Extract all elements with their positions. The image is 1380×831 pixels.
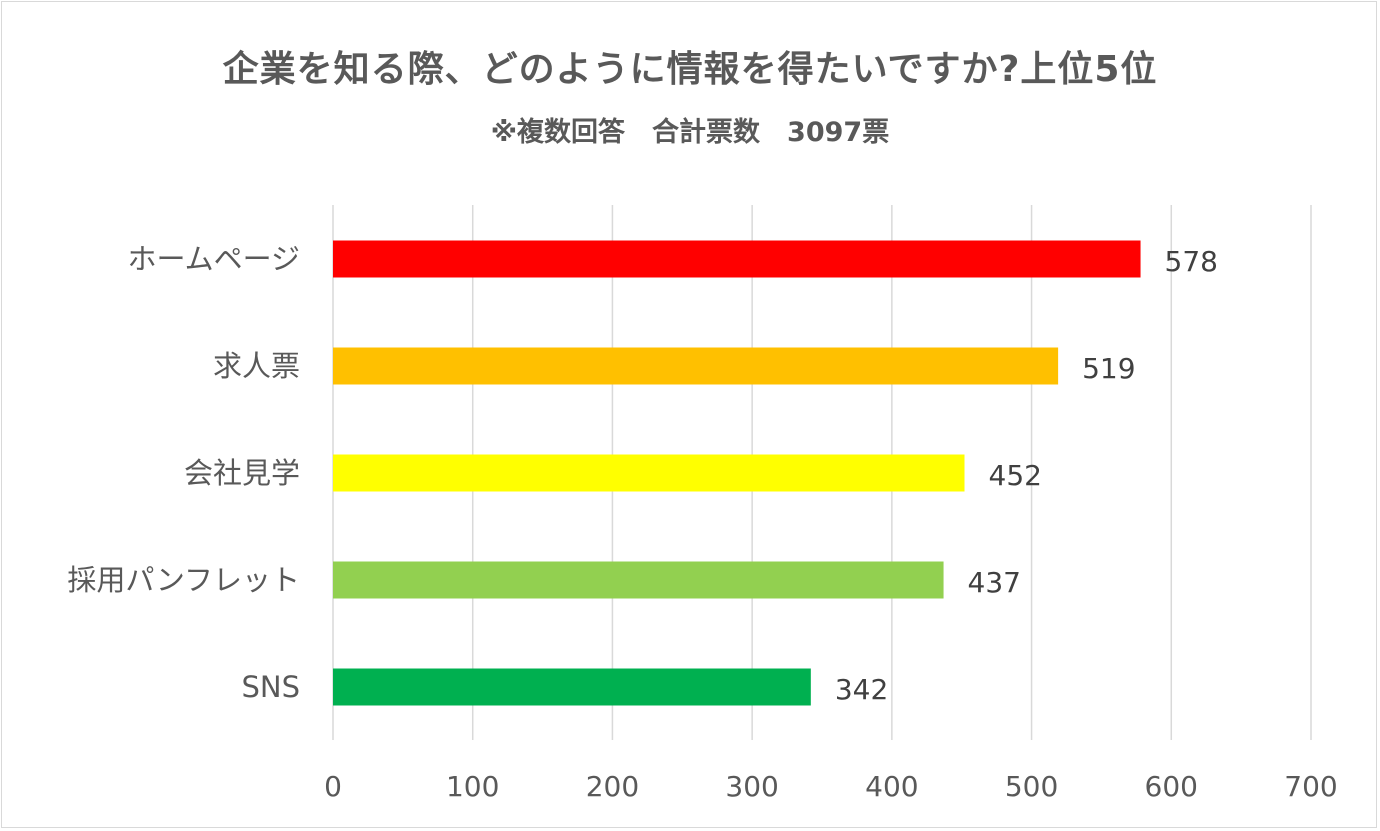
bar-2 xyxy=(333,347,1059,385)
data-label: 342 xyxy=(835,673,888,706)
bar-4 xyxy=(333,561,944,599)
data-label: 578 xyxy=(1165,245,1218,278)
x-tick-label: 200 xyxy=(586,770,639,803)
category-label: SNS xyxy=(241,670,300,704)
category-label: 採用パンフレット xyxy=(67,563,300,597)
x-tick-label: 100 xyxy=(446,770,499,803)
bar-1 xyxy=(333,240,1141,278)
x-tick-label: 300 xyxy=(725,770,778,803)
category-label: 求人票 xyxy=(213,349,300,383)
chart-subtitle: ※複数回答 合計票数 3097票 xyxy=(490,117,890,148)
data-label: 437 xyxy=(968,566,1021,599)
bar-5 xyxy=(333,668,811,706)
chart-title: 企業を知る際、どのように情報を得たいですか?上位5位 xyxy=(222,49,1158,90)
bar-3 xyxy=(333,454,965,492)
category-label: 会社見学 xyxy=(184,456,300,490)
x-tick-label: 600 xyxy=(1145,770,1198,803)
x-tick-label: 0 xyxy=(324,770,342,803)
category-label: ホームページ xyxy=(127,242,300,276)
data-label: 519 xyxy=(1082,352,1135,385)
x-tick-label: 700 xyxy=(1284,770,1337,803)
x-tick-label: 500 xyxy=(1005,770,1058,803)
data-label: 452 xyxy=(989,459,1042,492)
x-tick-label: 400 xyxy=(865,770,918,803)
